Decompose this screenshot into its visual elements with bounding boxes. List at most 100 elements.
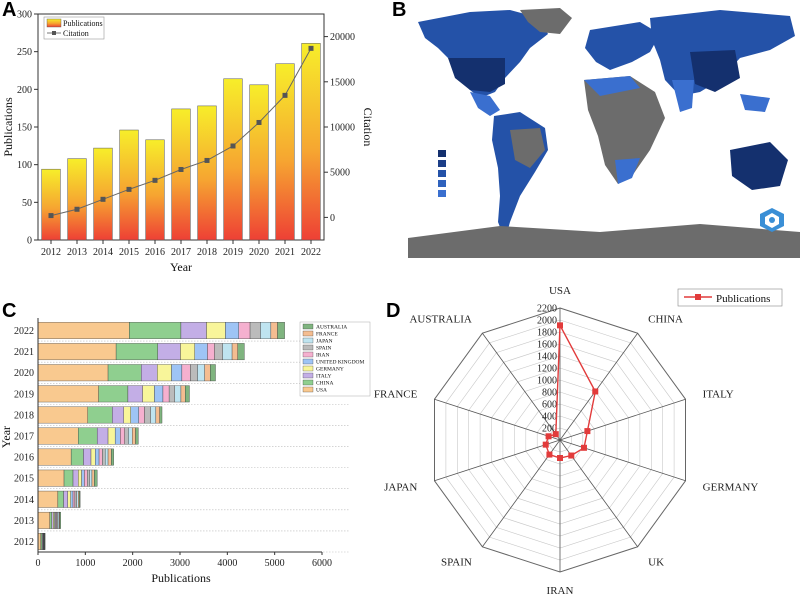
- bar-segment-iran-2014: [72, 490, 76, 508]
- x-tick-label: 2014: [93, 247, 113, 258]
- world-map: N.Documents 1911 138 37 10 2: [408, 2, 800, 258]
- radar-spoke: [559, 332, 638, 441]
- y-tick-label: 2020: [14, 368, 34, 379]
- x-tick-label: 2019: [223, 247, 243, 258]
- bar-segment-spain-2020: [190, 364, 198, 382]
- bar-segment-australia-2016: [111, 448, 114, 466]
- y-tick-label: 2014: [14, 495, 34, 506]
- radar-point-usa: [557, 322, 563, 329]
- bar-segment-italy-2022: [180, 322, 207, 339]
- x-tick-label: 1000: [75, 558, 95, 569]
- bar-segment-france-2015: [91, 469, 95, 487]
- bar-segment-usa-2019: [37, 385, 99, 403]
- y2-tick-label: 5000: [330, 168, 350, 179]
- bar-segment-italy-2020: [141, 364, 158, 382]
- radar-axis-label-australia: AUSTRALIA: [409, 314, 471, 326]
- bar-publications-2018: [197, 105, 217, 241]
- legend-label-spain: SPAIN: [316, 346, 331, 352]
- map-legend-entry: 2: [450, 193, 453, 198]
- radar-axis-label-china: CHINA: [648, 314, 683, 326]
- panel-c-chart: 0 1000 2000 3000 4000 5000 6000 2022 2021 2020 20…: [0, 318, 371, 585]
- radar-axis-label-uk: UK: [648, 556, 664, 568]
- y2-tick-label: 10000: [330, 123, 355, 134]
- bar-publications-2016: [145, 139, 165, 241]
- bar-segment-germany-2021: [180, 343, 195, 361]
- radial-tick-label: 1400: [537, 352, 557, 363]
- bar-segment-france-2017: [132, 427, 136, 445]
- bar-segment-spain-2021: [214, 343, 223, 361]
- citation-point-2020: [256, 119, 262, 125]
- bar-segment-united-kingdom-2016: [95, 448, 100, 466]
- bar-segment-usa-2021: [37, 343, 117, 361]
- legend: Publications: [677, 288, 783, 307]
- bar-segment-australia-2021: [237, 343, 245, 361]
- radar-point-germany: [580, 444, 587, 451]
- y-tick-label: 2012: [14, 537, 34, 548]
- bar-publications-2021: [275, 63, 295, 241]
- citation-point-2022: [308, 45, 314, 51]
- panel-label-a: A: [2, 0, 16, 21]
- bar-segment-spain-2016: [102, 448, 106, 466]
- europe-region: [585, 22, 660, 70]
- bar-segment-italy-2021: [157, 343, 181, 361]
- bar-segment-australia-2015: [94, 469, 98, 487]
- bar-segment-japan-2014: [76, 490, 79, 508]
- bar-segment-japan-2022: [260, 322, 272, 339]
- bar-segment-japan-2013: [57, 511, 60, 529]
- southeast-asia-region: [740, 94, 770, 112]
- bar-segment-japan-2018: [150, 406, 157, 424]
- radial-tick-label: 1800: [537, 328, 557, 339]
- south-america-gray: [510, 128, 545, 168]
- bar-segment-usa-2013: [37, 511, 51, 529]
- radar-axis-label-iran: IRAN: [547, 585, 574, 594]
- y-axis-title: Year: [0, 426, 13, 448]
- radar-spoke: [559, 439, 686, 482]
- bar-segment-spain-2014: [74, 490, 77, 508]
- legend-label-usa: USA: [316, 388, 327, 394]
- x-tick-label: 5000: [265, 558, 285, 569]
- radial-tick-label: 1200: [537, 364, 557, 375]
- map-legend-title: N.Documents: [438, 143, 466, 148]
- legend-swatch-australia: [302, 323, 314, 330]
- radar-spoke: [434, 439, 561, 482]
- legend-label-japan: JAPAN: [316, 339, 333, 345]
- x-axis-title: Publications: [151, 571, 211, 585]
- bar-segment-usa-2022: [37, 322, 130, 339]
- bar-segment-italy-2019: [127, 385, 143, 403]
- bar-segment-italy-2013: [51, 511, 54, 529]
- bar-segment-australia-2018: [159, 406, 163, 424]
- radial-tick-label: 2200: [537, 304, 557, 315]
- bar-segment-china-2013: [49, 511, 52, 529]
- bar-segment-china-2020: [107, 364, 142, 382]
- radial-tick-label: 2000: [537, 316, 557, 327]
- map-legend: N.Documents 1911 138 37 10 2: [438, 143, 466, 198]
- bar-segment-iran-2019: [162, 385, 170, 403]
- radar-point-spain: [546, 451, 553, 458]
- africa-region: [584, 76, 665, 184]
- radar-point-japan: [542, 441, 549, 448]
- legend: Publications Citation: [43, 16, 105, 40]
- citation-point-2019: [230, 143, 236, 149]
- greenland-region: [520, 8, 572, 34]
- bar-segment-united-kingdom-2021: [194, 343, 208, 361]
- x-tick-label: 2021: [275, 247, 295, 258]
- panel-label-d: D: [386, 300, 400, 322]
- y-tick-label: 2015: [14, 474, 34, 485]
- legend-label-publications: Publications: [63, 19, 103, 28]
- radar-point-australia: [552, 431, 559, 438]
- legend-label-germany: GERMANY: [316, 367, 344, 373]
- radar-point-uk: [568, 452, 575, 459]
- bar-segment-china-2022: [129, 322, 182, 339]
- y-axis-title: Publications: [1, 97, 15, 157]
- bar-segment-china-2012: [40, 533, 43, 550]
- bar-segment-china-2021: [115, 343, 158, 361]
- x-tick-label: 2016: [145, 247, 165, 258]
- y-tick-label: 200: [17, 85, 32, 96]
- bar-segment-usa-2018: [37, 406, 88, 424]
- radial-tick-label: 1600: [537, 340, 557, 351]
- australia-region: [730, 142, 788, 190]
- bar-publications-2015: [119, 129, 139, 241]
- radar-axis-label-usa: USA: [549, 285, 571, 297]
- bar-publications-2013: [67, 158, 87, 241]
